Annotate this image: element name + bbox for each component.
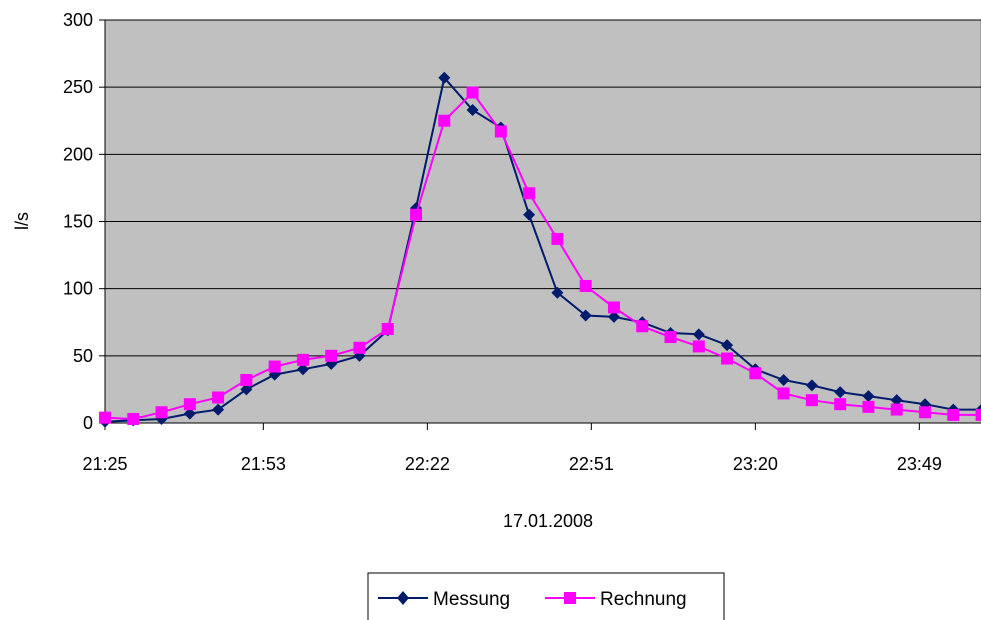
- y-tick-label: 300: [63, 10, 93, 30]
- legend-box: [367, 572, 725, 620]
- data-point-rechnung: [466, 86, 479, 99]
- y-tick-label: 50: [73, 346, 93, 366]
- data-point-messung: [805, 379, 818, 392]
- data-point-rechnung: [692, 340, 705, 353]
- x-tick-label: 21:25: [82, 454, 127, 474]
- data-point-rechnung: [353, 341, 366, 354]
- series-layer: [99, 71, 981, 428]
- data-point-messung: [692, 328, 705, 341]
- x-tick-label: 23:20: [733, 454, 778, 474]
- data-point-rechnung: [212, 391, 225, 404]
- data-point-rechnung: [919, 406, 931, 419]
- y-tick-label: 200: [63, 144, 93, 164]
- data-point-messung: [296, 363, 309, 376]
- legend: Messung Rechnung: [367, 572, 725, 620]
- legend-marker-messung: [397, 591, 409, 605]
- data-point-messung: [551, 286, 564, 299]
- data-point-rechnung: [494, 125, 507, 138]
- y-tick-label: 150: [63, 212, 93, 232]
- legend-label-rechnung: Rechnung: [600, 589, 687, 610]
- data-point-messung: [523, 208, 536, 221]
- data-point-messung: [834, 386, 847, 399]
- data-point-rechnung: [99, 411, 111, 424]
- x-tick-labels: 21:25 21:53 22:22 22:51 23:20 23:49: [82, 454, 941, 474]
- legend-label-messung: Messung: [433, 589, 510, 610]
- data-point-rechnung: [805, 394, 818, 407]
- data-point-rechnung: [183, 398, 196, 411]
- data-point-messung: [579, 309, 592, 322]
- data-point-rechnung: [240, 374, 253, 387]
- data-point-rechnung: [296, 353, 309, 366]
- data-point-rechnung: [523, 187, 536, 200]
- data-point-rechnung: [834, 398, 847, 411]
- y-tick-label: 250: [63, 77, 93, 97]
- data-point-rechnung: [579, 279, 592, 292]
- data-point-messung: [607, 310, 620, 323]
- data-point-rechnung: [749, 367, 762, 380]
- data-point-messung: [721, 339, 734, 352]
- x-axis-title: 17.01.2008: [503, 511, 593, 531]
- data-point-messung: [777, 374, 790, 387]
- data-point-messung: [466, 104, 479, 117]
- x-tick-label: 23:49: [897, 454, 942, 474]
- data-point-messung: [183, 407, 196, 420]
- legend-marker-rechnung: [564, 592, 576, 604]
- y-tick-label: 100: [63, 279, 93, 299]
- data-point-messung: [890, 394, 903, 407]
- data-point-rechnung: [268, 360, 281, 373]
- data-point-rechnung: [438, 114, 451, 127]
- y-tick-labels: 0 50 100 150 200 250 300: [63, 10, 93, 433]
- data-point-rechnung: [127, 412, 140, 425]
- data-point-messung: [212, 403, 225, 416]
- x-tick-label: 21:53: [241, 454, 286, 474]
- data-point-rechnung: [607, 301, 620, 314]
- data-point-rechnung: [721, 352, 734, 365]
- x-tick-label: 22:22: [405, 454, 450, 474]
- data-point-rechnung: [410, 208, 423, 221]
- data-point-rechnung: [381, 322, 394, 335]
- data-point-rechnung: [551, 232, 564, 245]
- data-point-rechnung: [947, 408, 960, 421]
- data-point-messung: [240, 383, 253, 396]
- data-point-rechnung: [975, 408, 981, 421]
- gridlines: [99, 19, 981, 430]
- data-point-rechnung: [777, 387, 790, 400]
- data-point-rechnung: [664, 331, 677, 344]
- data-point-rechnung: [155, 406, 168, 419]
- x-tick-label: 22:51: [569, 454, 614, 474]
- data-point-rechnung: [325, 349, 338, 362]
- y-tick-label: 0: [83, 413, 93, 433]
- y-axis-title: l/s: [12, 212, 32, 230]
- data-point-messung: [438, 71, 451, 84]
- data-point-rechnung: [890, 403, 903, 416]
- data-point-messung: [862, 390, 875, 403]
- data-point-rechnung: [862, 400, 875, 413]
- data-point-rechnung: [636, 320, 649, 333]
